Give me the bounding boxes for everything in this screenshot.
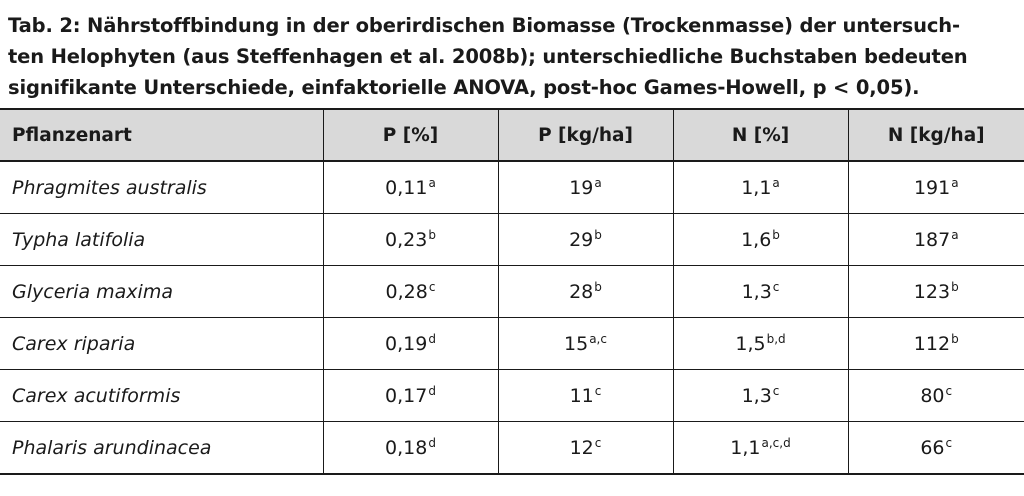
species-name: Glyceria maxima: [12, 280, 173, 303]
significance-letter: a: [951, 175, 959, 190]
significance-letter: a: [594, 175, 602, 190]
table-header: Pflanzenart P [%] P [kg/ha] N [%] N [kg/…: [0, 109, 1024, 161]
nutrient-table: Pflanzenart P [%] P [kg/ha] N [%] N [kg/…: [0, 108, 1024, 475]
caption-line-1: Tab. 2: Nährstoffbindung in der oberirdi…: [8, 14, 960, 37]
significance-letter: c: [428, 279, 436, 294]
significance-letter: d: [428, 435, 436, 450]
cell-n-percent: 1,1a: [672, 161, 848, 214]
cell-value: 80: [920, 384, 945, 407]
cell-value: 19: [569, 176, 594, 199]
header-p-kg-ha: P [kg/ha]: [497, 109, 673, 161]
cell-n-kg-ha: 80c: [847, 369, 1024, 422]
cell-value: 0,17: [385, 384, 428, 407]
significance-letter: b,d: [766, 331, 786, 346]
cell-p-percent: 0,18d: [322, 421, 498, 474]
cell-n-kg-ha: 191a: [847, 161, 1024, 214]
cell-n-kg-ha: 123b: [847, 265, 1024, 318]
significance-letter: a: [428, 175, 436, 190]
significance-letter: c: [945, 383, 953, 398]
cell-value: 0,11: [385, 176, 428, 199]
cell-value: 1,3: [741, 384, 772, 407]
header-p-percent: P [%]: [322, 109, 498, 161]
significance-letter: c: [945, 435, 953, 450]
table-body: Phragmites australis 0,11a 19a 1,1a 191a Typh…: [0, 161, 1024, 474]
table-caption: Tab. 2: Nährstoffbindung in der oberirdi…: [8, 10, 1016, 103]
cell-n-percent: 1,3c: [672, 369, 848, 422]
cell-n-kg-ha: 187a: [847, 213, 1024, 266]
cell-value: 12: [569, 436, 594, 459]
significance-letter: d: [428, 383, 436, 398]
cell-p-percent: 0,19d: [322, 317, 498, 370]
significance-letter: a,c,d: [761, 435, 791, 450]
significance-letter: a: [772, 175, 780, 190]
species-name: Phalaris arundinacea: [12, 436, 212, 459]
header-row: Pflanzenart P [%] P [kg/ha] N [%] N [kg/…: [0, 109, 1024, 161]
cell-p-kg-ha: 19a: [497, 161, 673, 214]
significance-letter: c: [772, 383, 780, 398]
significance-letter: d: [428, 331, 436, 346]
cell-value: 112: [913, 332, 951, 355]
header-species: Pflanzenart: [12, 124, 132, 146]
cell-p-percent: 0,17d: [322, 369, 498, 422]
table-row: Carex riparia 0,19d 15a,c 1,5b,d 112b: [0, 317, 1024, 370]
table-row: Phragmites australis 0,11a 19a 1,1a 191a: [0, 161, 1024, 214]
cell-value: 0,28: [385, 280, 428, 303]
table-row: Glyceria maxima 0,28c 28b 1,3c 123b: [0, 265, 1024, 318]
cell-p-kg-ha: 12c: [497, 421, 673, 474]
cell-value: 15: [564, 332, 589, 355]
significance-letter: a: [951, 227, 959, 242]
cell-p-percent: 0,28c: [322, 265, 498, 318]
species-name: Phragmites australis: [12, 176, 207, 199]
significance-letter: c: [594, 435, 602, 450]
significance-letter: b: [428, 227, 436, 242]
cell-value: 123: [913, 280, 951, 303]
cell-p-percent: 0,11a: [322, 161, 498, 214]
cell-value: 28: [569, 280, 594, 303]
table-row: Typha latifolia 0,23b 29b 1,6b 187a: [0, 213, 1024, 266]
cell-p-percent: 0,23b: [322, 213, 498, 266]
cell-value: 0,19: [385, 332, 428, 355]
cell-value: 1,3: [741, 280, 772, 303]
cell-value: 187: [913, 228, 951, 251]
header-n-percent: N [%]: [672, 109, 848, 161]
cell-value: 1,6: [741, 228, 772, 251]
species-name: Carex riparia: [12, 332, 136, 355]
cell-p-kg-ha: 29b: [497, 213, 673, 266]
cell-value: 191: [913, 176, 951, 199]
species-name: Typha latifolia: [12, 228, 146, 251]
cell-n-percent: 1,1a,c,d: [672, 421, 848, 474]
significance-letter: b: [594, 227, 602, 242]
cell-n-kg-ha: 66c: [847, 421, 1024, 474]
cell-value: 1,1: [730, 436, 761, 459]
caption-line-2: ten Helophyten (aus Steffenhagen et al. …: [8, 45, 968, 68]
significance-letter: b: [594, 279, 602, 294]
cell-value: 0,18: [385, 436, 428, 459]
significance-letter: c: [772, 279, 780, 294]
cell-n-percent: 1,6b: [672, 213, 848, 266]
cell-value: 0,23: [385, 228, 428, 251]
species-name: Carex acutiformis: [12, 384, 181, 407]
significance-letter: b: [951, 279, 959, 294]
cell-n-kg-ha: 112b: [847, 317, 1024, 370]
significance-letter: a,c: [589, 331, 607, 346]
cell-value: 66: [920, 436, 945, 459]
cell-n-percent: 1,3c: [672, 265, 848, 318]
table-row: Phalaris arundinacea 0,18d 12c 1,1a,c,d 66c: [0, 421, 1024, 474]
header-n-kg-ha: N [kg/ha]: [847, 109, 1024, 161]
significance-letter: c: [594, 383, 602, 398]
table-row: Carex acutiformis 0,17d 11c 1,3c 80c: [0, 369, 1024, 422]
cell-value: 1,1: [741, 176, 772, 199]
cell-value: 11: [569, 384, 594, 407]
cell-value: 1,5: [735, 332, 766, 355]
cell-value: 29: [569, 228, 594, 251]
significance-letter: b: [772, 227, 780, 242]
cell-n-percent: 1,5b,d: [672, 317, 848, 370]
significance-letter: b: [951, 331, 959, 346]
cell-p-kg-ha: 28b: [497, 265, 673, 318]
caption-line-3: signifikante Unterschiede, einfaktoriell…: [8, 76, 920, 99]
cell-p-kg-ha: 15a,c: [497, 317, 673, 370]
cell-p-kg-ha: 11c: [497, 369, 673, 422]
